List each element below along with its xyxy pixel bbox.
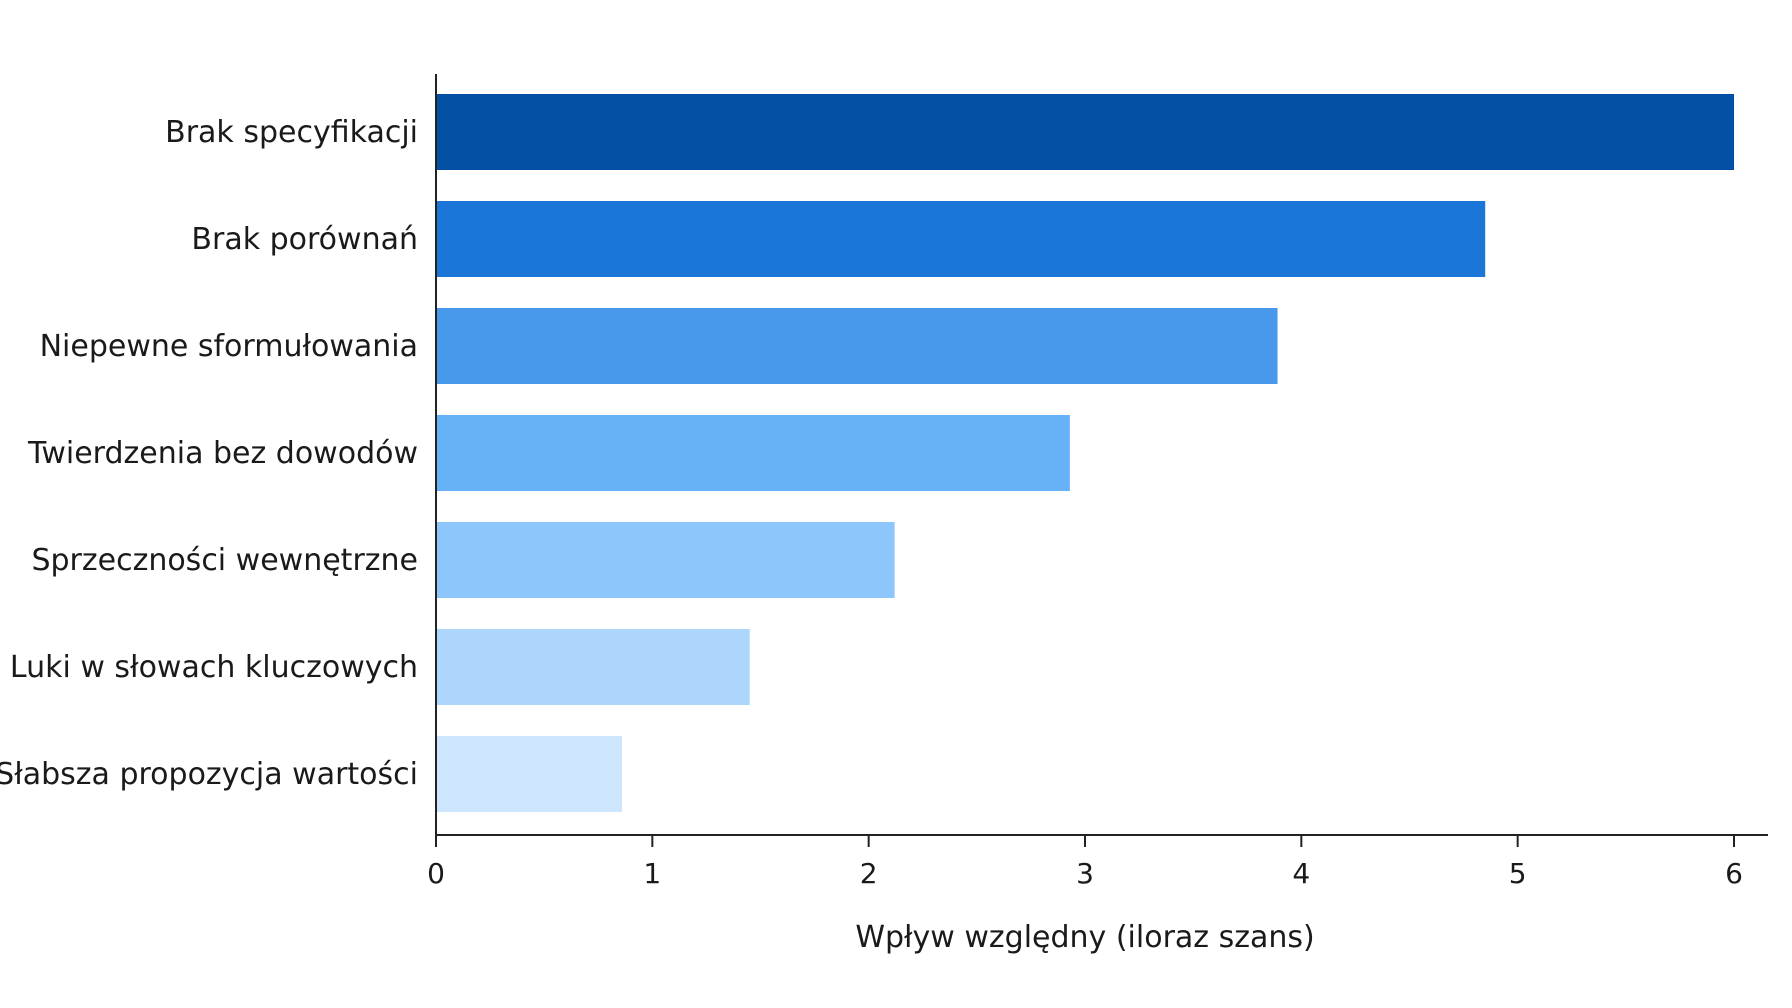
category-label-7: Słabsza propozycja wartości bbox=[0, 757, 418, 792]
x-tick-label-6: 6 bbox=[1725, 857, 1743, 890]
category-label-3: Niepewne sformułowania bbox=[40, 329, 418, 364]
bars-group bbox=[436, 94, 1734, 812]
x-ticks-group: 0 1 2 3 4 5 6 bbox=[427, 835, 1743, 890]
bar-1 bbox=[436, 94, 1734, 170]
bar-4 bbox=[436, 415, 1070, 491]
bar-7 bbox=[436, 736, 623, 812]
bar-3 bbox=[436, 308, 1278, 384]
bar-5 bbox=[436, 522, 895, 598]
x-tick-label-2: 2 bbox=[860, 857, 878, 890]
category-labels-group: Brak specyfikacji Brak porównań Niepewne s… bbox=[0, 115, 418, 792]
category-label-2: Brak porównań bbox=[191, 222, 418, 257]
category-label-6: Luki w słowach kluczowych bbox=[10, 650, 418, 685]
category-label-4: Twierdzenia bez dowodów bbox=[27, 436, 418, 471]
x-tick-label-5: 5 bbox=[1509, 857, 1527, 890]
x-axis-title: Wpływ względny (iloraz szans) bbox=[855, 920, 1314, 955]
x-tick-label-4: 4 bbox=[1292, 857, 1310, 890]
x-tick-label-1: 1 bbox=[643, 857, 661, 890]
category-label-5: Sprzeczności wewnętrzne bbox=[31, 543, 418, 578]
bar-6 bbox=[436, 629, 750, 705]
x-tick-label-0: 0 bbox=[427, 857, 445, 890]
x-tick-label-3: 3 bbox=[1076, 857, 1094, 890]
category-label-1: Brak specyfikacji bbox=[165, 115, 418, 150]
bar-2 bbox=[436, 201, 1486, 277]
